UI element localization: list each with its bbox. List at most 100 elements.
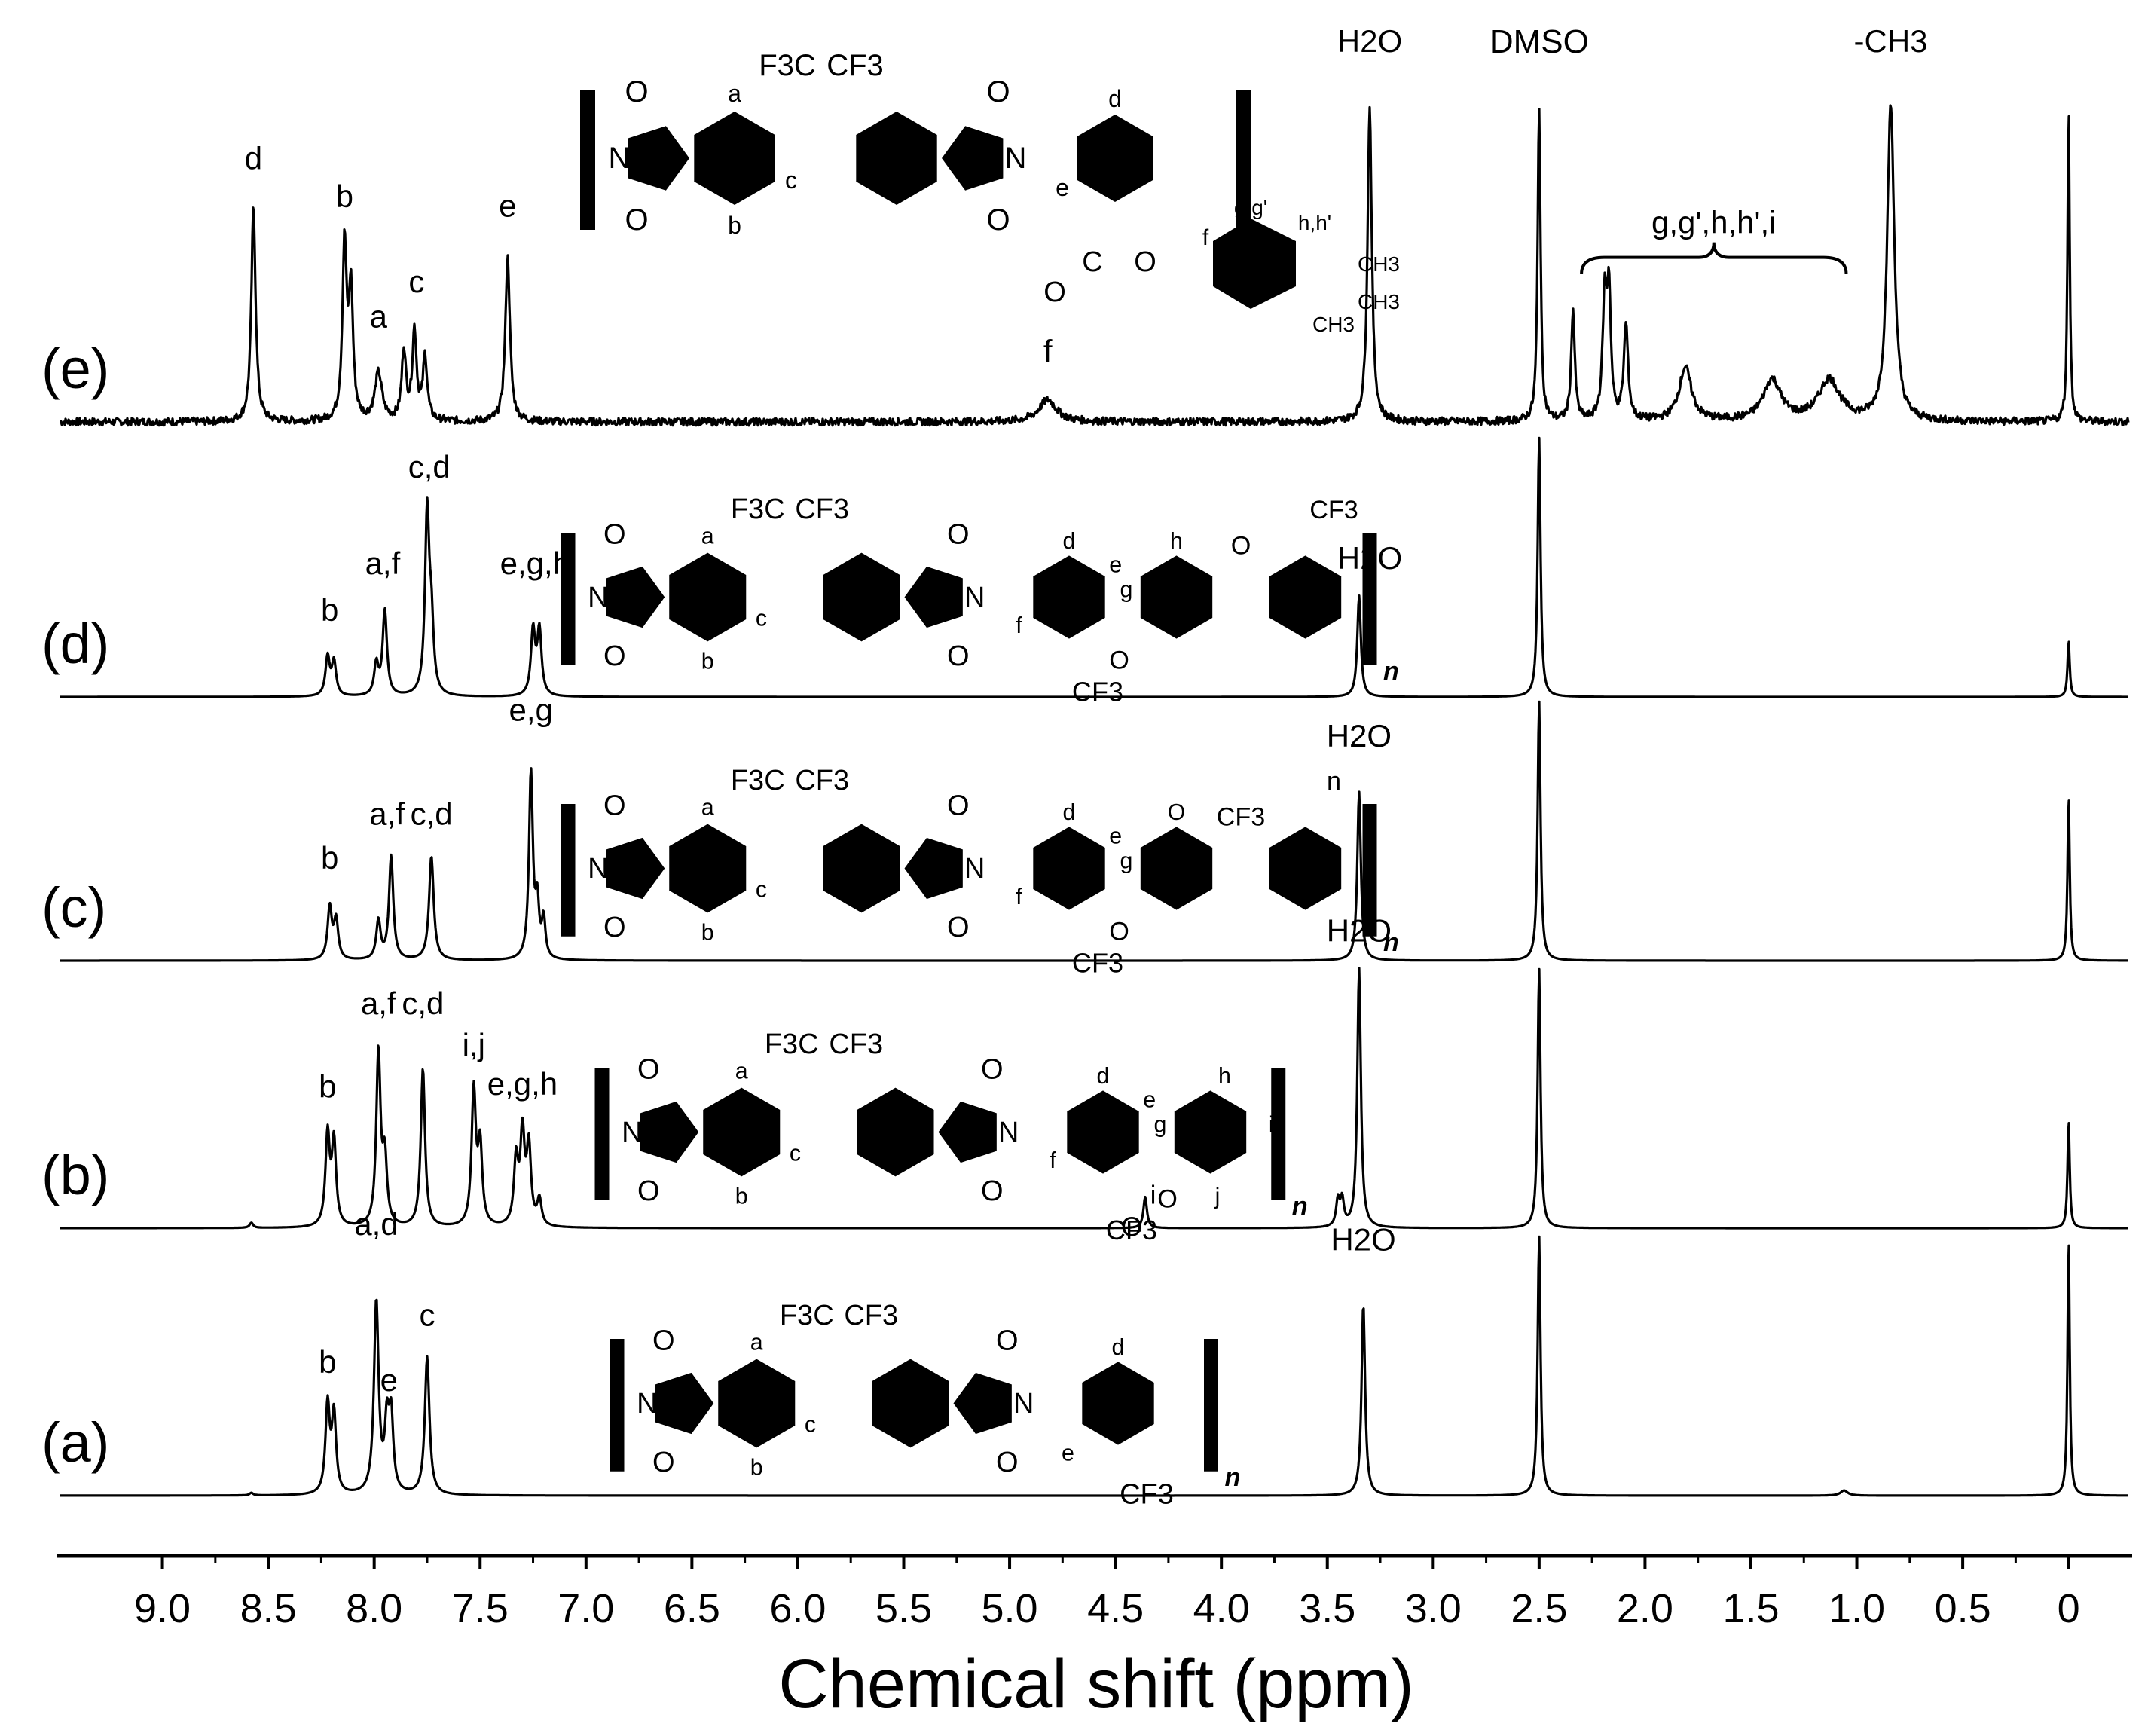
structure-label: O — [947, 518, 970, 550]
structure-label: CF3 — [844, 1300, 898, 1331]
peak-label: e,g,h — [487, 1066, 558, 1102]
structure-label: O — [652, 1447, 675, 1478]
repeat-bracket-left — [561, 804, 576, 937]
structure-label: n — [1292, 1192, 1308, 1221]
structure-label: CF3 — [1217, 803, 1266, 832]
aromatic-circle — [1152, 573, 1201, 622]
peak-label: H2O — [1337, 23, 1402, 59]
structure-label: d — [1108, 85, 1122, 112]
x-tick-label: 9.0 — [134, 1586, 191, 1631]
structure-label: e — [1056, 174, 1069, 201]
aromatic-circle — [836, 571, 888, 623]
x-tick-label: 5.5 — [875, 1586, 932, 1631]
structure-label: CF3 — [829, 1028, 883, 1060]
structure-label: O — [652, 1325, 675, 1356]
aromatic-circle — [682, 571, 734, 623]
structure-label: i — [1150, 1181, 1156, 1210]
structure-label: O — [625, 203, 648, 237]
spectrum-panel-label: (d) — [41, 613, 109, 675]
structure-label: c — [790, 1141, 801, 1166]
imide-ring — [640, 1101, 699, 1163]
structure-label: O — [603, 518, 626, 550]
aromatic-circle — [716, 1106, 768, 1158]
bracket-label: g,g',h,h',i — [1651, 205, 1776, 240]
cyclohexane-ring — [1213, 219, 1296, 309]
imide-ring — [606, 566, 665, 628]
structure-label: d — [1097, 1063, 1110, 1089]
x-tick-label: 7.0 — [558, 1586, 614, 1631]
peak-label: c,d — [411, 796, 453, 832]
structure-label: b — [728, 212, 741, 239]
x-tick-label: 4.5 — [1087, 1586, 1144, 1631]
structure-label: O — [1134, 246, 1156, 278]
aromatic-circle — [1281, 844, 1330, 893]
structure-label: c — [756, 606, 767, 631]
aromatic-circle — [1281, 573, 1330, 622]
structure-label: d — [1063, 799, 1076, 825]
bond — [793, 1339, 833, 1375]
imide-ring — [606, 837, 665, 900]
x-tick-label: 7.5 — [452, 1586, 509, 1631]
structure-label: CF3 — [1106, 1215, 1157, 1245]
x-tick-label: 8.5 — [240, 1586, 297, 1631]
structure-label: O — [625, 75, 648, 108]
structure-label: N — [637, 1388, 657, 1420]
structure-label: O — [1043, 277, 1066, 308]
structure-label: a — [701, 794, 714, 820]
structure-label: N — [1013, 1388, 1034, 1420]
bond — [744, 533, 784, 569]
peak-label: b — [319, 1068, 336, 1104]
structure-label: g,g' — [1234, 196, 1267, 219]
peak-label: -CH3 — [1854, 23, 1928, 59]
structure-label: N — [1005, 142, 1027, 175]
structure-label: h — [1170, 528, 1183, 554]
structure-label: CH3 — [1358, 252, 1400, 276]
peak-label: b — [319, 1344, 336, 1380]
structure-label: i — [1286, 252, 1291, 276]
x-tick-label: 0 — [2058, 1586, 2080, 1631]
peak-label: H2O — [1331, 1222, 1395, 1258]
structure-label: d — [1112, 1334, 1125, 1360]
x-tick-label: 4.0 — [1193, 1586, 1250, 1631]
bond — [772, 90, 815, 128]
structure-label: F3C — [731, 765, 785, 796]
structure-label: a — [750, 1329, 763, 1355]
repeat-bracket-right — [1362, 804, 1377, 937]
structure-label: b — [701, 649, 714, 674]
bond — [1092, 202, 1115, 249]
repeat-bracket-right — [1362, 533, 1377, 665]
peak-label: d — [245, 140, 262, 176]
repeat-bracket-right — [1204, 1339, 1218, 1472]
bond — [818, 1068, 858, 1104]
bond — [744, 804, 784, 840]
structure-label: n — [1383, 657, 1399, 686]
structure-label: CF3 — [795, 494, 849, 525]
aromatic-circle — [1186, 1108, 1235, 1157]
structure-label: f — [1016, 884, 1022, 909]
structure-label: b — [750, 1455, 763, 1481]
structure-label: a — [728, 80, 741, 107]
structure-label: N — [622, 1117, 642, 1148]
structure-label: O — [947, 790, 970, 821]
structure-label: c — [805, 1412, 816, 1438]
peak-label: H2O — [1327, 718, 1392, 753]
spectra-group — [60, 104, 2130, 1497]
x-tick-label: 1.5 — [1722, 1586, 1779, 1631]
chemical-structures: F3CCF3OONNOOabcdenCOOfg,g'h,h'iCH3CH3CH3… — [561, 49, 1400, 1511]
structure-label: F3C — [731, 494, 785, 525]
structure-label: O — [981, 1175, 1004, 1207]
structure-label: O — [1121, 1211, 1142, 1242]
aromatic-circle — [1045, 573, 1093, 622]
structure-label: e — [1143, 1087, 1156, 1112]
x-tick-label: 8.0 — [346, 1586, 402, 1631]
spectrum-panel-label: (c) — [41, 876, 106, 939]
x-tick-label: 6.0 — [769, 1586, 826, 1631]
imide-ring — [904, 566, 963, 628]
peak-label: a,f — [369, 796, 405, 832]
peak-label: a,f — [365, 546, 401, 581]
peak-label: b — [321, 840, 338, 876]
x-tick-label: 3.5 — [1299, 1586, 1355, 1631]
structure-label: O — [981, 1053, 1004, 1085]
peak-label: c — [408, 264, 424, 299]
